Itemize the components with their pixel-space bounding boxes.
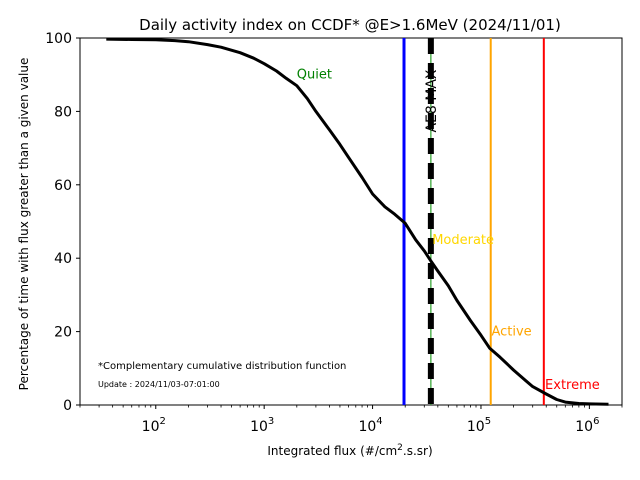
threshold-label-1: AE8 MAX bbox=[424, 69, 440, 132]
x-tick-base-4: 10 bbox=[575, 419, 593, 435]
x-tick-exp-0: 2 bbox=[159, 416, 165, 427]
zone-label-extreme: Extreme bbox=[545, 378, 600, 393]
x-tick-exp-1: 3 bbox=[268, 416, 274, 427]
x-tick-label-4: 106 bbox=[575, 416, 599, 435]
footnote: *Complementary cumulative distribution f… bbox=[98, 361, 346, 372]
x-axis-label-sup: 2 bbox=[397, 443, 403, 453]
x-tick-base-3: 10 bbox=[467, 419, 485, 435]
y-tick-label-4: 80 bbox=[54, 104, 72, 120]
x-tick-label-2: 104 bbox=[358, 416, 382, 435]
x-axis-label-main: Integrated flux (#/cm bbox=[267, 444, 397, 458]
y-tick-label-0: 0 bbox=[63, 398, 72, 414]
x-tick-label-3: 105 bbox=[467, 416, 491, 435]
zone-label-moderate: Moderate bbox=[432, 233, 494, 248]
y-tick-label-1: 20 bbox=[54, 325, 72, 341]
series-line-0 bbox=[106, 37, 609, 406]
update-stamp: Update : 2024/11/03-07:01:00 bbox=[98, 380, 220, 389]
x-tick-exp-2: 4 bbox=[376, 416, 382, 427]
x-tick-exp-4: 6 bbox=[593, 416, 599, 427]
x-axis-label-tail: .s.sr) bbox=[403, 444, 433, 458]
x-tick-exp-3: 5 bbox=[485, 416, 491, 427]
plot-frame bbox=[79, 37, 623, 406]
plot-area: AE8 MAX Quiet Moderate Active Extreme bbox=[79, 37, 623, 406]
zone-label-quiet: Quiet bbox=[297, 68, 332, 83]
zone-label-active: Active bbox=[491, 325, 531, 340]
x-tick-base-1: 10 bbox=[250, 419, 268, 435]
y-tick-label-2: 40 bbox=[54, 251, 72, 267]
x-axis: 102 103 104 105 106 bbox=[79, 405, 623, 435]
y-tick-label-5: 100 bbox=[45, 31, 72, 47]
x-tick-label-0: 102 bbox=[142, 416, 166, 435]
y-tick-label-3: 60 bbox=[54, 178, 72, 194]
chart-title: Daily activity index on CCDF* @E>1.6MeV … bbox=[139, 16, 561, 34]
x-axis-label: Integrated flux (#/cm2.s.sr) bbox=[267, 443, 432, 458]
y-axis-label: Percentage of time with flux greater tha… bbox=[17, 58, 31, 391]
x-tick-label-1: 103 bbox=[250, 416, 274, 435]
x-tick-base-0: 10 bbox=[142, 419, 160, 435]
y-axis: 0 20 40 60 80 100 bbox=[45, 31, 80, 414]
x-tick-base-2: 10 bbox=[358, 419, 376, 435]
